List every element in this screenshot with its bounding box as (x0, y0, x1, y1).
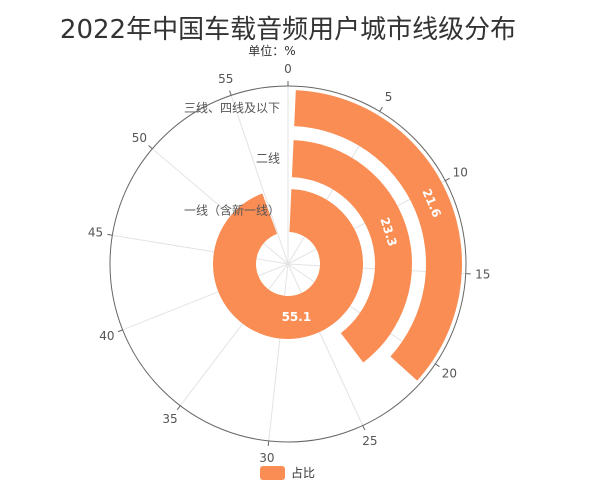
category-label: 三线、四线及以下 (184, 101, 280, 115)
bar-segment (294, 90, 462, 381)
grid-line (268, 263, 289, 442)
tick-label: 10 (453, 166, 468, 180)
legend-label[interactable]: 占比 (291, 465, 315, 480)
tick-label: 50 (132, 131, 147, 145)
grid-line (179, 263, 289, 407)
tick-mark (117, 329, 123, 333)
angle-ticks: 0 5 10 15 20 25 30 35 40 45 50 55 (88, 62, 490, 465)
tick-label: 40 (99, 329, 114, 343)
tick-mark (176, 405, 181, 410)
grid-line (230, 95, 289, 265)
tick-mark (435, 363, 440, 368)
tick-label: 0 (284, 62, 292, 76)
tick-mark (229, 90, 232, 96)
tick-label: 25 (362, 434, 377, 448)
category-labels: 一线（含新一线） 二线 三线、四线及以下 (184, 101, 280, 218)
tick-mark (148, 145, 153, 150)
tick-label: 30 (259, 451, 274, 465)
value-label: 55.1 (282, 310, 312, 324)
tick-mark (379, 106, 383, 112)
tick-label: 55 (218, 72, 233, 86)
tick-label: 5 (385, 90, 393, 104)
legend[interactable]: 占比 (260, 465, 315, 480)
tick-label: 20 (442, 366, 457, 380)
tick-label: 45 (88, 225, 103, 239)
angle-grid (112, 86, 466, 442)
tick-mark (267, 440, 270, 446)
legend-swatch[interactable] (260, 466, 285, 480)
bar-segment (212, 189, 364, 339)
tick-mark (362, 425, 366, 431)
tick-mark (107, 233, 113, 236)
bars (212, 90, 462, 381)
grid-line (122, 263, 289, 331)
tick-label: 35 (162, 412, 177, 426)
grid-line (112, 234, 289, 265)
grid-line (287, 263, 364, 426)
tick-label: 15 (475, 268, 490, 282)
grid-line (152, 148, 289, 265)
chart-title: 2022年中国车载音频用户城市线级分布 (60, 15, 516, 45)
bar-segment (291, 140, 412, 363)
unit-label: 单位：% (248, 43, 295, 58)
tick-mark (445, 177, 450, 182)
category-label: 二线 (256, 152, 280, 166)
category-label: 一线（含新一线） (184, 203, 280, 218)
value-labels: 55.123.321.6 (282, 187, 444, 324)
